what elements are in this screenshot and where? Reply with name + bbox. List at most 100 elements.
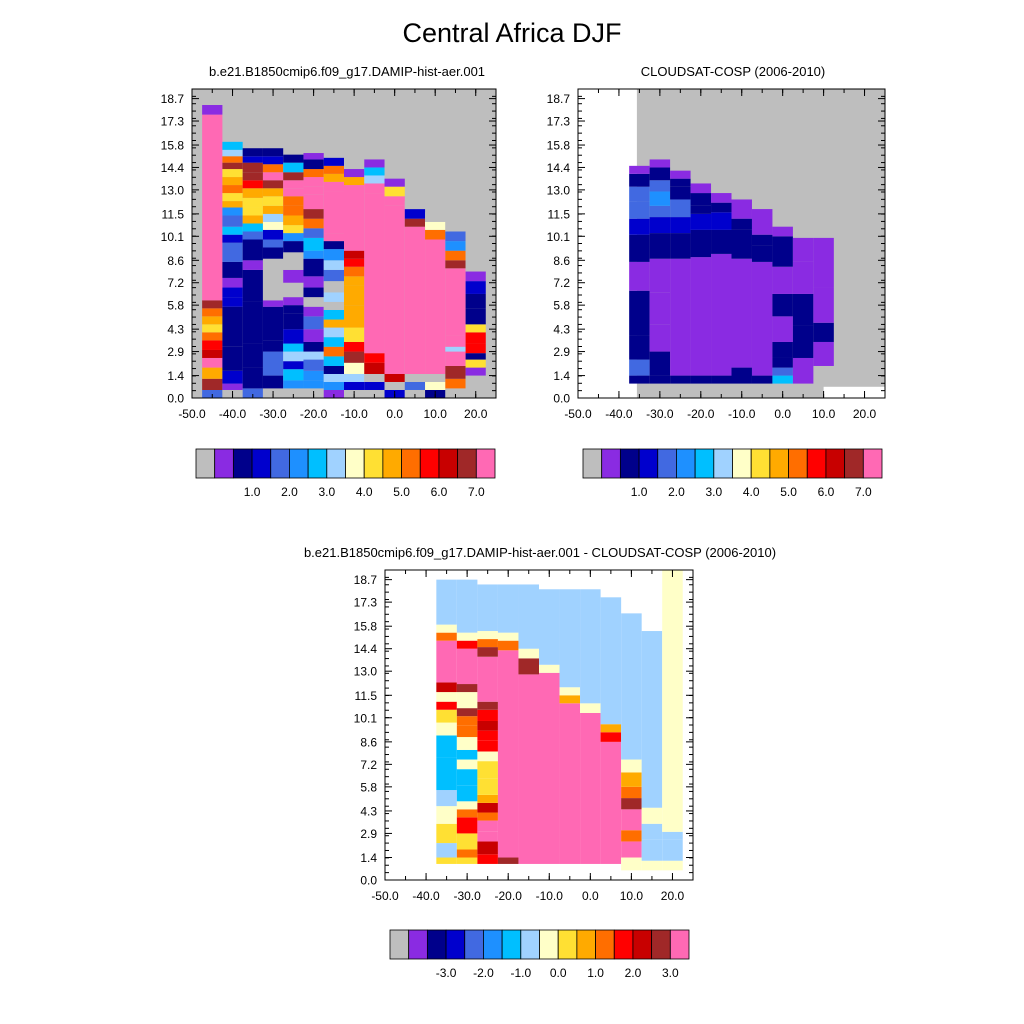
y-tick-label: 13.0 bbox=[354, 665, 378, 679]
heatmap-cell bbox=[518, 648, 539, 659]
heatmap-cell bbox=[465, 281, 486, 294]
heatmap-cell bbox=[711, 193, 732, 203]
panel-obs-heatmap bbox=[629, 89, 885, 398]
colorbar-swatch bbox=[408, 929, 428, 960]
heatmap-cell bbox=[323, 191, 344, 234]
heatmap-cell bbox=[344, 276, 365, 286]
heatmap-cell bbox=[242, 269, 263, 302]
heatmap-cell bbox=[477, 831, 498, 842]
heatmap-cell bbox=[792, 325, 814, 358]
heatmap-cell bbox=[477, 639, 498, 648]
heatmap-cell bbox=[477, 802, 498, 813]
y-tick-label: 1.4 bbox=[553, 369, 570, 383]
y-tick-label: 14.4 bbox=[547, 161, 571, 175]
colorbar-swatch bbox=[382, 448, 402, 479]
heatmap-cell bbox=[465, 367, 486, 376]
heatmap-cell bbox=[629, 335, 650, 360]
heatmap-cell bbox=[242, 231, 263, 240]
colorbar-label: 5.0 bbox=[393, 485, 410, 499]
heatmap-cell bbox=[242, 162, 263, 173]
heatmap-cell bbox=[303, 237, 324, 251]
heatmap-cell bbox=[323, 249, 344, 261]
heatmap-cell bbox=[477, 709, 498, 721]
heatmap-cell bbox=[456, 817, 478, 834]
heatmap-cell bbox=[323, 241, 344, 250]
colorbar-swatch bbox=[445, 929, 466, 960]
colorbar-swatch bbox=[363, 448, 384, 479]
panel-diff-axes: -50.0 -40.0 -30.0 -20.0 -10.0 0.0 10.0 20.0 0.0 1… bbox=[354, 569, 694, 903]
heatmap-cell bbox=[303, 329, 324, 342]
heatmap-cell bbox=[649, 375, 671, 384]
heatmap-cell bbox=[670, 178, 691, 187]
heatmap-cell bbox=[344, 285, 365, 306]
heatmap-cell bbox=[262, 277, 284, 301]
heatmap-cell bbox=[404, 201, 426, 210]
heatmap-cell bbox=[772, 341, 793, 358]
heatmap-cell bbox=[518, 584, 539, 649]
heatmap-cell bbox=[283, 196, 304, 206]
heatmap-cell bbox=[283, 297, 304, 306]
y-tick-label: 18.7 bbox=[161, 92, 185, 106]
colorbar-swatch bbox=[657, 448, 677, 479]
heatmap-cell bbox=[303, 306, 324, 317]
heatmap-cell bbox=[344, 373, 365, 382]
heatmap-cell bbox=[242, 223, 263, 232]
heatmap-cell bbox=[629, 261, 650, 291]
colorbar-label: 6.0 bbox=[431, 485, 448, 499]
colorbar-label: 4.0 bbox=[356, 485, 373, 499]
heatmap-cell bbox=[323, 337, 344, 347]
colorbar-swatch bbox=[732, 448, 752, 479]
heatmap-cell bbox=[629, 173, 650, 187]
heatmap-cell bbox=[262, 229, 284, 240]
heatmap-cell bbox=[222, 261, 243, 278]
heatmap-cell bbox=[283, 388, 304, 398]
heatmap-cell bbox=[477, 720, 498, 731]
colorbar-swatch bbox=[576, 929, 596, 960]
heatmap-cell bbox=[436, 722, 457, 736]
y-tick-label: 8.6 bbox=[360, 735, 377, 749]
heatmap-cell bbox=[323, 281, 344, 293]
colorbar-label: 1.0 bbox=[587, 966, 604, 980]
y-tick-label: 11.5 bbox=[355, 689, 378, 703]
colorbar-label: 1.0 bbox=[244, 485, 261, 499]
colorbar-swatch bbox=[806, 448, 827, 479]
heatmap-cell bbox=[222, 169, 243, 178]
colorbar-swatch bbox=[788, 448, 808, 479]
heatmap-cell bbox=[242, 301, 263, 344]
heatmap-cell bbox=[649, 351, 671, 376]
heatmap-cell bbox=[344, 327, 365, 342]
heatmap-cell bbox=[262, 156, 284, 165]
colorbar-swatch bbox=[638, 448, 659, 479]
colorbar-swatch bbox=[651, 929, 671, 960]
colorbar-swatch bbox=[862, 448, 883, 479]
heatmap-cell bbox=[445, 365, 466, 379]
x-tick-label: -20.0 bbox=[687, 407, 715, 421]
x-tick-label: -40.0 bbox=[219, 407, 247, 421]
heatmap-cell bbox=[456, 785, 478, 802]
y-tick-label: 2.9 bbox=[553, 345, 570, 359]
heatmap-cell bbox=[792, 357, 814, 384]
panel-model: b.e21.B1850cmip6.f09_g17.DAMIP-hist-aer.… bbox=[161, 64, 497, 499]
heatmap-cell bbox=[323, 292, 344, 302]
heatmap-cell bbox=[283, 188, 304, 197]
heatmap-cell bbox=[456, 708, 478, 717]
heatmap-cell bbox=[649, 180, 671, 192]
heatmap-cell bbox=[497, 857, 519, 864]
colorbar-swatch bbox=[676, 448, 696, 479]
x-tick-label: -30.0 bbox=[646, 407, 674, 421]
heatmap-cell bbox=[497, 632, 519, 641]
heatmap-cell bbox=[404, 373, 426, 382]
heatmap-cell bbox=[711, 253, 732, 376]
heatmap-cell bbox=[283, 172, 304, 181]
heatmap-cell bbox=[600, 732, 622, 742]
heatmap-cell bbox=[456, 857, 478, 864]
heatmap-cell bbox=[580, 703, 601, 713]
colorbar-label: 6.0 bbox=[818, 485, 835, 499]
heatmap-cell bbox=[222, 185, 243, 194]
heatmap-cell bbox=[813, 322, 834, 342]
heatmap-cell bbox=[222, 242, 243, 262]
heatmap-cell bbox=[262, 247, 284, 259]
heatmap-cell bbox=[344, 250, 365, 259]
heatmap-cell bbox=[436, 823, 457, 844]
heatmap-cell bbox=[456, 849, 478, 858]
